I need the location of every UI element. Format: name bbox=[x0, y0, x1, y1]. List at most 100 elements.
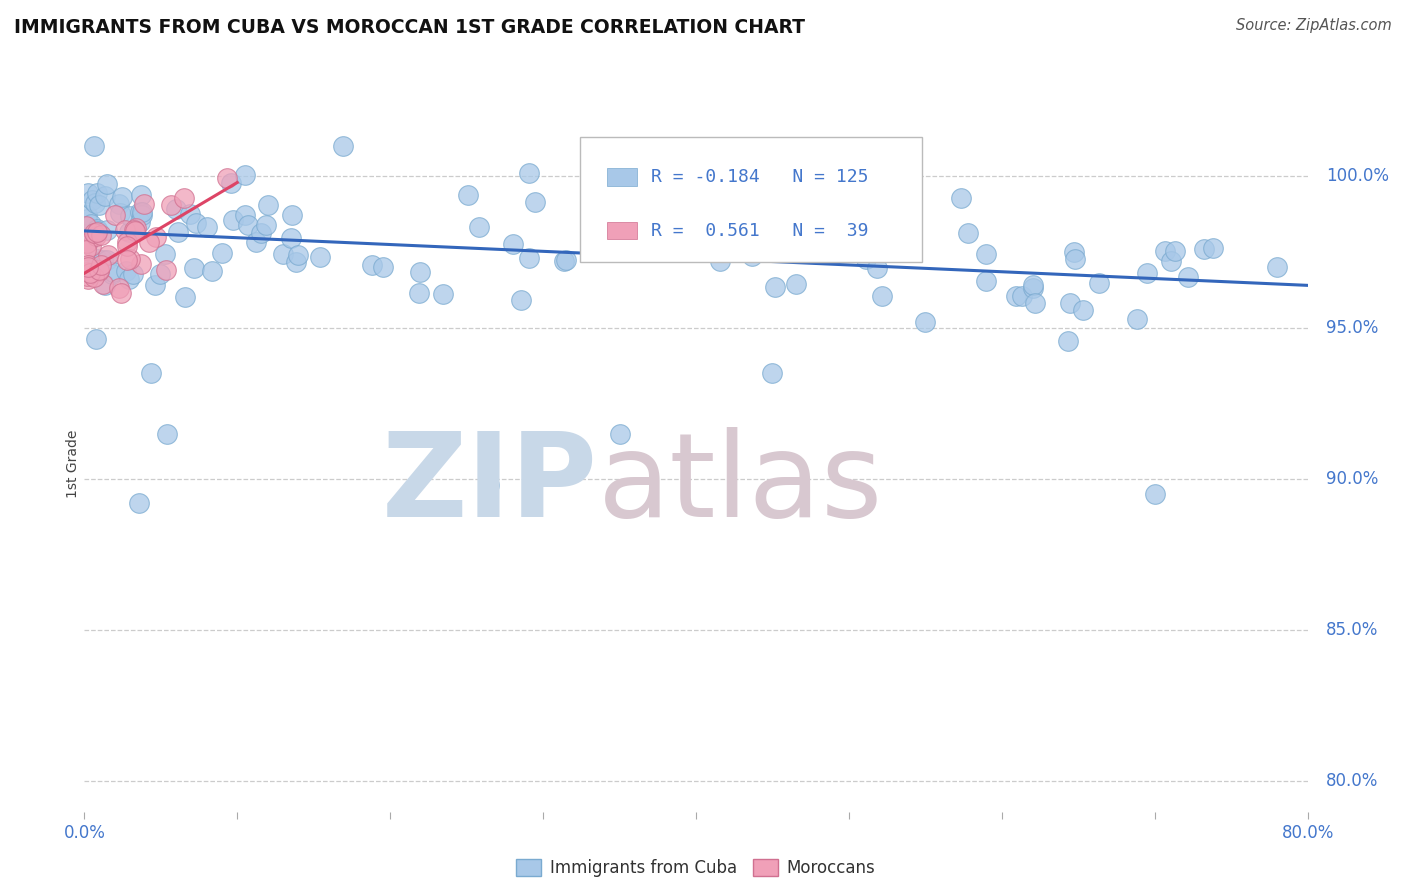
Point bbox=[219, 176, 242, 190]
Point bbox=[87, 224, 110, 238]
Point bbox=[361, 259, 384, 273]
Point bbox=[131, 208, 153, 222]
Point bbox=[1126, 311, 1149, 326]
Point bbox=[785, 277, 807, 291]
Point bbox=[1136, 266, 1159, 280]
Point bbox=[211, 245, 233, 260]
Point bbox=[131, 204, 153, 219]
Point bbox=[1064, 252, 1087, 267]
Point bbox=[108, 206, 131, 220]
Point bbox=[108, 196, 131, 211]
Point bbox=[281, 208, 304, 222]
Point bbox=[75, 219, 97, 233]
Point bbox=[254, 218, 277, 232]
Point bbox=[76, 212, 98, 227]
Point bbox=[115, 264, 138, 278]
Point bbox=[77, 186, 100, 201]
Point bbox=[725, 194, 748, 208]
Point bbox=[149, 267, 172, 281]
Point bbox=[91, 277, 114, 292]
Point bbox=[914, 315, 936, 329]
Point bbox=[1059, 296, 1081, 310]
Point bbox=[83, 139, 105, 153]
Point bbox=[131, 257, 153, 271]
Point bbox=[129, 187, 152, 202]
Text: ZIP: ZIP bbox=[382, 427, 598, 542]
Point bbox=[117, 253, 139, 268]
Point bbox=[1022, 278, 1045, 293]
Point bbox=[110, 286, 132, 301]
Y-axis label: 1st Grade: 1st Grade bbox=[66, 430, 80, 498]
Text: 95.0%: 95.0% bbox=[1326, 318, 1378, 336]
Point bbox=[555, 253, 578, 268]
Point bbox=[129, 205, 152, 219]
Point bbox=[855, 252, 877, 266]
Point bbox=[83, 227, 105, 241]
Text: 80.0%: 80.0% bbox=[1326, 772, 1378, 790]
Point bbox=[167, 225, 190, 239]
Point bbox=[866, 260, 889, 275]
Point bbox=[245, 235, 267, 250]
Point bbox=[94, 188, 117, 202]
Point bbox=[115, 235, 138, 249]
Point bbox=[1024, 296, 1046, 310]
Point bbox=[77, 259, 100, 273]
Point bbox=[517, 251, 540, 265]
Point bbox=[94, 278, 117, 293]
Point bbox=[457, 187, 479, 202]
Point bbox=[139, 366, 162, 380]
Point bbox=[76, 260, 98, 274]
Text: IMMIGRANTS FROM CUBA VS MOROCCAN 1ST GRADE CORRELATION CHART: IMMIGRANTS FROM CUBA VS MOROCCAN 1ST GRA… bbox=[14, 18, 806, 37]
Point bbox=[633, 241, 655, 255]
Point bbox=[118, 209, 141, 223]
Point bbox=[120, 252, 142, 266]
Point bbox=[155, 263, 177, 277]
Point bbox=[75, 243, 97, 257]
Point bbox=[143, 277, 166, 292]
Point bbox=[280, 231, 302, 245]
Point bbox=[1153, 244, 1175, 258]
Point bbox=[115, 239, 138, 253]
Point bbox=[222, 213, 245, 227]
Point bbox=[84, 228, 107, 243]
Point bbox=[976, 274, 998, 288]
Text: 85.0%: 85.0% bbox=[1326, 621, 1378, 640]
Point bbox=[121, 268, 143, 282]
Point bbox=[114, 223, 136, 237]
Point bbox=[257, 197, 280, 211]
Point bbox=[76, 260, 98, 274]
Point bbox=[1057, 334, 1080, 348]
Point bbox=[87, 263, 110, 277]
Point bbox=[104, 208, 127, 222]
Point bbox=[110, 190, 132, 204]
Point bbox=[86, 225, 108, 239]
Point bbox=[478, 478, 501, 492]
FancyBboxPatch shape bbox=[606, 169, 637, 186]
Point bbox=[1164, 244, 1187, 258]
Text: Source: ZipAtlas.com: Source: ZipAtlas.com bbox=[1236, 18, 1392, 33]
Point bbox=[174, 290, 197, 304]
Point bbox=[160, 197, 183, 211]
Point bbox=[371, 260, 394, 275]
Point bbox=[285, 255, 308, 269]
Point bbox=[683, 234, 706, 248]
Point bbox=[271, 247, 294, 261]
Point bbox=[87, 198, 110, 212]
Point bbox=[79, 267, 101, 281]
Point bbox=[83, 227, 105, 241]
Point bbox=[432, 287, 454, 301]
Point bbox=[122, 222, 145, 236]
Point bbox=[118, 226, 141, 240]
Point bbox=[83, 270, 105, 285]
Point bbox=[709, 253, 731, 268]
Point bbox=[77, 235, 100, 249]
Point bbox=[76, 271, 98, 285]
Point bbox=[233, 208, 256, 222]
Point bbox=[332, 139, 354, 153]
Point bbox=[1143, 487, 1166, 501]
Legend: Immigrants from Cuba, Moroccans: Immigrants from Cuba, Moroccans bbox=[510, 852, 882, 883]
Point bbox=[76, 236, 98, 251]
Point bbox=[86, 252, 108, 266]
Point bbox=[517, 166, 540, 180]
Point bbox=[76, 208, 98, 222]
